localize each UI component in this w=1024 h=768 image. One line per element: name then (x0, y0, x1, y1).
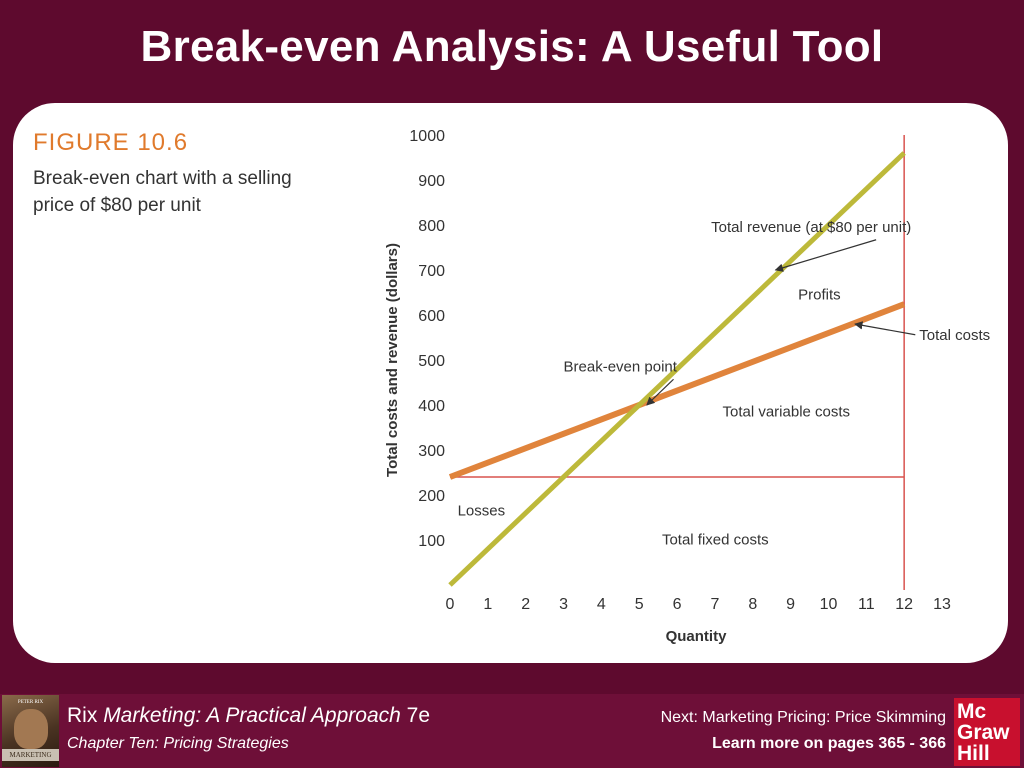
figure-caption: Break-even chart with a selling price of… (33, 168, 292, 216)
annotation-arrow (774, 239, 877, 272)
y-tick-label: 500 (418, 353, 445, 370)
footer-bar: PETER RIX MARKETING Rix Marketing: A Pra… (0, 694, 1024, 768)
annotation-label: Losses (458, 502, 506, 519)
y-tick-label: 600 (418, 308, 445, 325)
x-tick-label: 4 (597, 596, 606, 613)
chapter-label: Chapter Ten: Pricing Strategies (67, 735, 289, 752)
book-cover-image: PETER RIX MARKETING (2, 695, 59, 767)
y-tick-label: 400 (418, 398, 445, 415)
y-tick-label: 100 (418, 533, 445, 550)
y-tick-label: 300 (418, 443, 445, 460)
x-tick-label: 12 (895, 596, 913, 613)
learn-more-text: Learn more on pages 365 - 366 (712, 735, 946, 752)
book-title: Marketing: A Practical Approach (103, 704, 401, 727)
y-tick-label: 800 (418, 218, 445, 235)
dog-illustration-icon (14, 709, 48, 749)
annotation-label: Total fixed costs (662, 532, 769, 549)
x-tick-label: 10 (820, 596, 838, 613)
cover-title-text: MARKETING (10, 751, 52, 759)
book-reference: Rix Marketing: A Practical Approach 7e (67, 704, 430, 728)
x-tick-label: 3 (559, 596, 568, 613)
annotation-arrow (854, 321, 916, 336)
x-tick-label: 11 (858, 596, 875, 613)
cover-text: PETER RIX MARKETING (10, 700, 52, 759)
y-tick-label: 900 (418, 173, 445, 190)
y-tick-label: 200 (418, 488, 445, 505)
x-tick-label: 2 (521, 596, 530, 613)
x-tick-label: 9 (786, 596, 795, 613)
total-revenue-line (448, 151, 906, 587)
x-axis-label: Quantity (666, 628, 727, 645)
y-tick-label: 700 (418, 263, 445, 280)
annotation-label: Total revenue (at $80 per unit) (711, 219, 911, 236)
logo-line-hill: Hill (957, 741, 990, 765)
annotation-label: Total variable costs (722, 403, 850, 420)
y-axis-label: Total costs and revenue (dollars) (384, 243, 401, 477)
book-author: Rix (67, 704, 98, 727)
annotation-label: Total costs (919, 327, 990, 344)
cover-author-text: PETER RIX (18, 700, 44, 705)
book-edition: 7e (406, 704, 431, 727)
annotation-arrow (646, 378, 674, 406)
next-slide-link[interactable]: Next: Marketing Pricing: Price Skimming (660, 709, 946, 726)
cover-band (2, 749, 59, 761)
x-tick-label: 6 (673, 596, 682, 613)
content-panel: FIGURE 10.6 Break-even chart with a sell… (13, 103, 1008, 663)
logo-line-graw: Graw (957, 720, 1010, 744)
total-costs-line (448, 301, 906, 480)
logo-line-mc: Mc (957, 699, 987, 723)
x-tick-label: 0 (446, 596, 455, 613)
x-tick-label: 8 (748, 596, 757, 613)
annotation-label: Break-even point (564, 358, 678, 375)
annotation-label: Profits (798, 286, 841, 303)
figure-label: FIGURE 10.6 (33, 129, 189, 156)
x-tick-label: 13 (933, 596, 951, 613)
y-tick-label: 1000 (409, 128, 445, 145)
slide-title: Break-even Analysis: A Useful Tool (140, 22, 884, 71)
x-tick-label: 5 (635, 596, 644, 613)
mcgraw-hill-logo: Mc Graw Hill (954, 698, 1020, 766)
x-tick-label: 1 (483, 596, 492, 613)
x-tick-label: 7 (710, 596, 719, 613)
